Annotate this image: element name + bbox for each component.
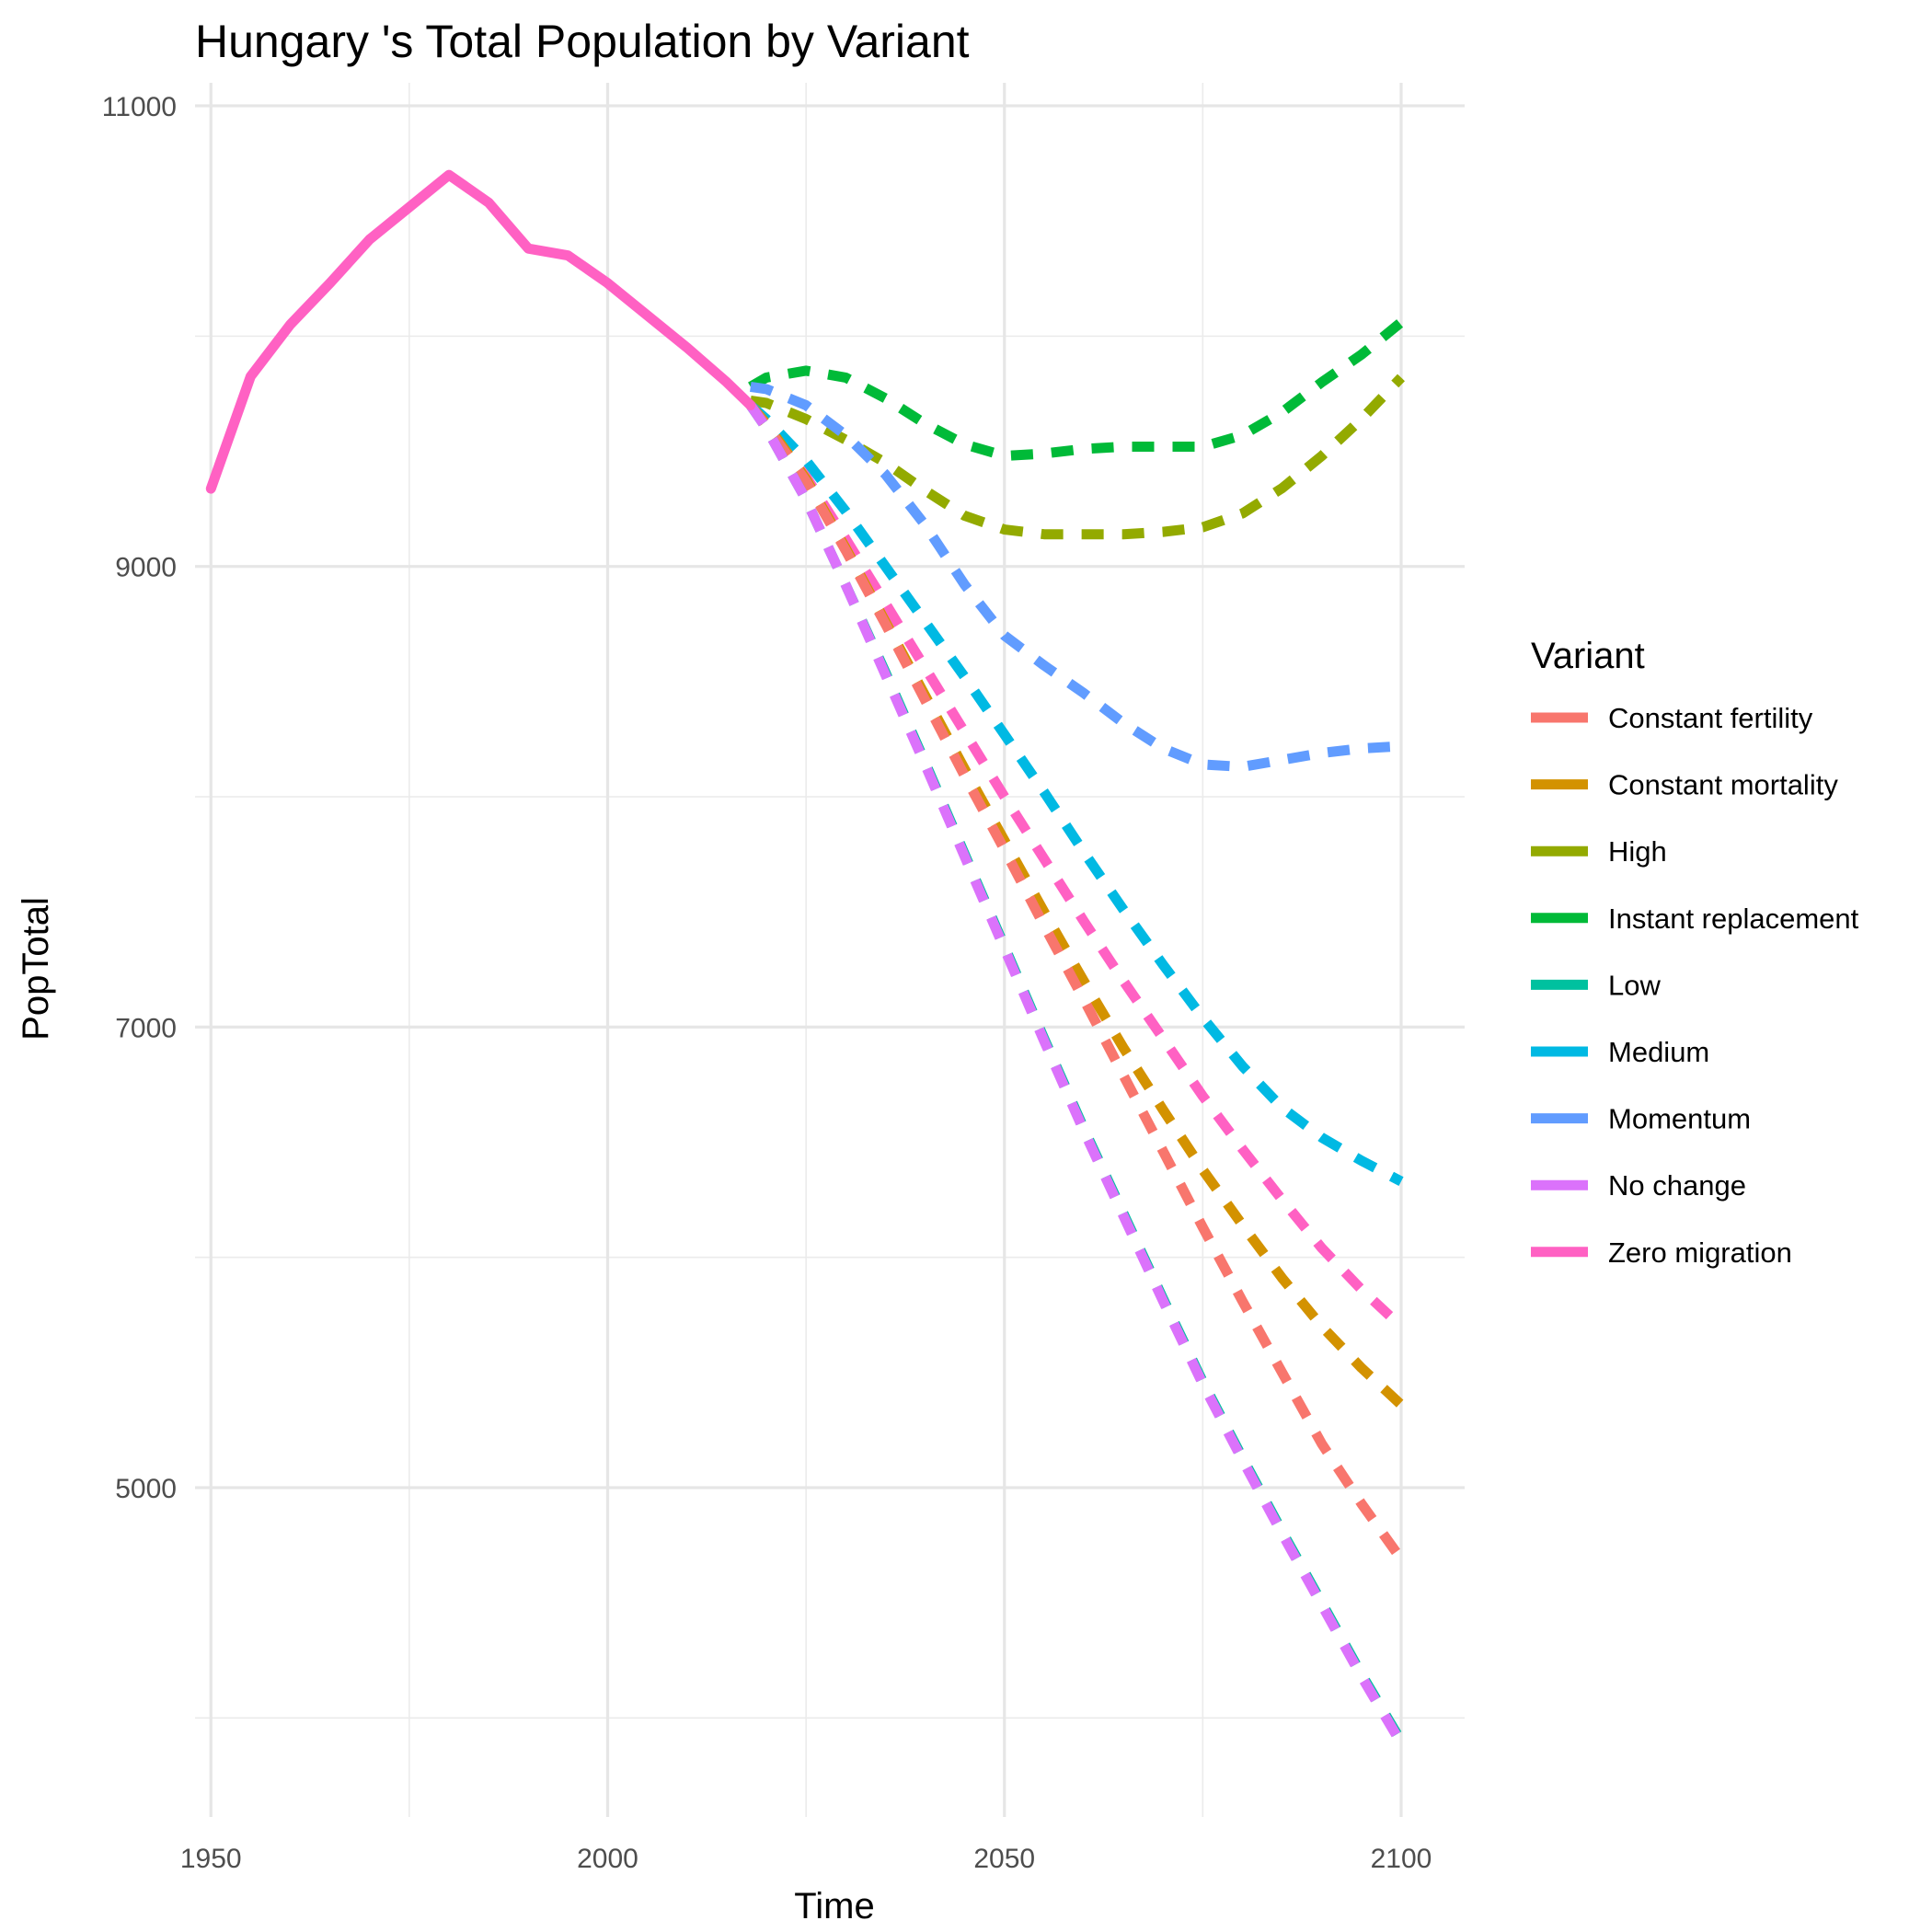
y-tick-label: 5000 bbox=[115, 1474, 177, 1504]
y-tick-label: 9000 bbox=[115, 553, 177, 583]
series-line-zero-migration bbox=[205, 169, 756, 494]
grid bbox=[195, 83, 1465, 1817]
plot-area bbox=[205, 169, 1406, 1746]
x-tick-label: 1950 bbox=[180, 1844, 242, 1874]
legend-label: Constant mortality bbox=[1608, 769, 1838, 801]
series-line-momentum bbox=[750, 381, 1402, 772]
legend-item: Low bbox=[1531, 969, 1661, 1001]
x-axis: 1950 2000 2050 2100 bbox=[180, 1844, 1432, 1874]
legend-label: Medium bbox=[1608, 1036, 1709, 1068]
series-line-medium bbox=[747, 401, 1404, 1186]
series-line-zero-migration bbox=[746, 402, 1405, 1330]
series-line-instant-replacement bbox=[748, 318, 1405, 461]
legend-label: High bbox=[1608, 835, 1667, 868]
legend-label: Momentum bbox=[1608, 1103, 1751, 1135]
legend-label: Constant fertility bbox=[1608, 702, 1813, 734]
x-tick-label: 2050 bbox=[973, 1844, 1035, 1874]
legend-item: Constant fertility bbox=[1531, 702, 1813, 734]
x-axis-title: Time bbox=[794, 1886, 874, 1926]
y-tick-label: 11000 bbox=[102, 92, 177, 122]
y-axis: 5000 7000 9000 11000 bbox=[102, 92, 177, 1504]
legend-item: Instant replacement bbox=[1531, 903, 1859, 935]
legend-item: Constant mortality bbox=[1531, 769, 1838, 801]
y-tick-label: 7000 bbox=[115, 1013, 177, 1043]
legend-item: Zero migration bbox=[1531, 1236, 1792, 1269]
series-line-constant-fertility bbox=[746, 402, 1406, 1562]
series-line-high bbox=[750, 374, 1405, 540]
series-line-no-change bbox=[746, 402, 1406, 1746]
legend-label: No change bbox=[1608, 1169, 1746, 1202]
legend-label: Zero migration bbox=[1608, 1236, 1792, 1269]
legend-item: Medium bbox=[1531, 1036, 1709, 1068]
series-line-low bbox=[746, 402, 1406, 1744]
legend-label: Instant replacement bbox=[1608, 903, 1859, 935]
legend-title: Variant bbox=[1531, 636, 1645, 676]
chart-title: Hungary 's Total Population by Variant bbox=[195, 16, 970, 67]
legend: Variant Constant fertility Constant morta… bbox=[1531, 636, 1859, 1269]
legend-item: No change bbox=[1531, 1169, 1746, 1202]
x-tick-label: 2000 bbox=[577, 1844, 638, 1874]
legend-item: Momentum bbox=[1531, 1103, 1751, 1135]
series-line-constant-mortality bbox=[746, 401, 1405, 1409]
y-axis-title: PopTotal bbox=[16, 897, 56, 1041]
legend-item: High bbox=[1531, 835, 1667, 868]
legend-label: Low bbox=[1608, 969, 1661, 1001]
x-tick-label: 2100 bbox=[1371, 1844, 1432, 1874]
